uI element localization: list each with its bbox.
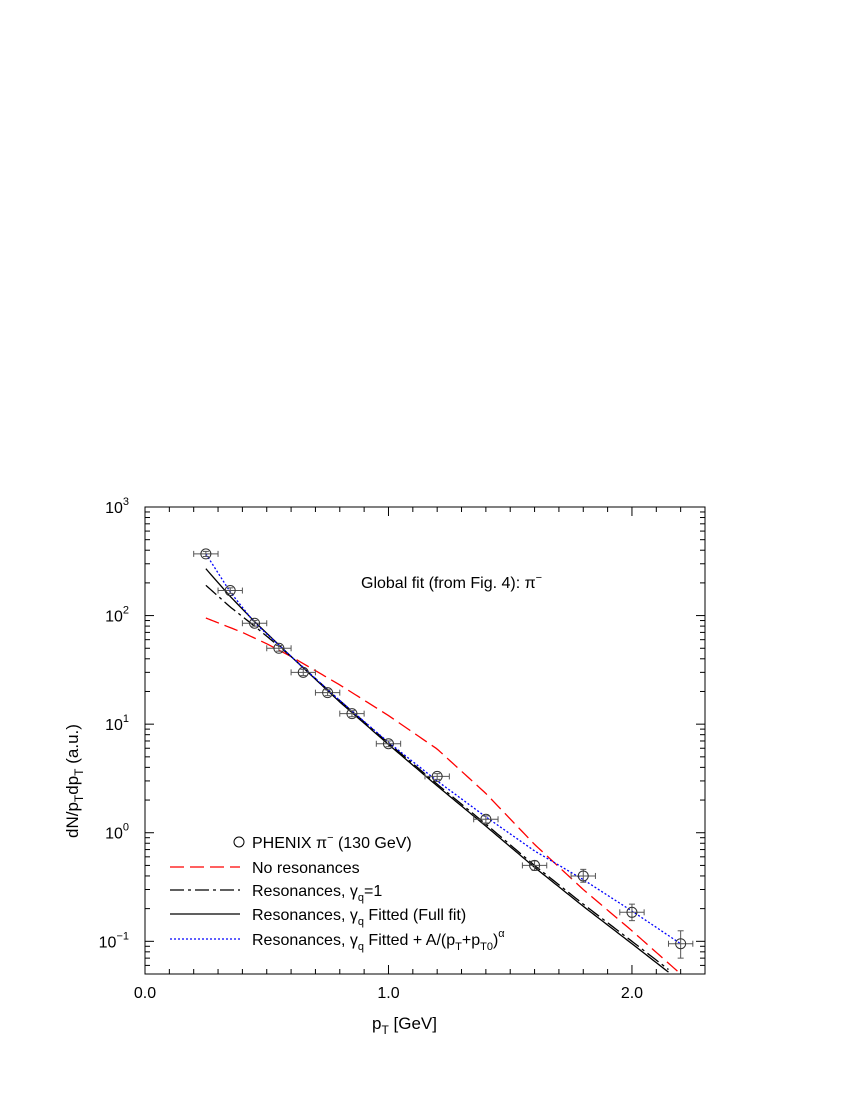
x-tick-label: 0.0 <box>134 985 156 1002</box>
point-marker <box>297 666 309 678</box>
x-axis-label: pT [GeV] <box>372 1014 437 1037</box>
data-point <box>473 813 499 825</box>
y-tick-label: 100 <box>105 822 129 843</box>
y-tick-label: 101 <box>105 713 129 734</box>
point-marker <box>200 548 212 560</box>
data-point <box>375 738 402 750</box>
series-line-3 <box>205 553 682 945</box>
point-marker <box>675 938 687 950</box>
data-points <box>193 548 694 959</box>
legend-label-gamma-1: Resonances, γq=1 <box>252 883 382 904</box>
axis-ticks <box>144 506 706 975</box>
y-tick-labels: 10−1 100 101 102 103 <box>99 496 129 951</box>
data-point <box>339 708 365 720</box>
y-axis-label: dN/pTdpT (a.u.) <box>63 724 86 838</box>
point-marker <box>273 642 285 654</box>
y-tick-label: 102 <box>105 605 129 626</box>
series-line-0 <box>205 617 682 975</box>
data-point <box>193 548 219 560</box>
point-marker <box>626 906 638 918</box>
series-line-1 <box>205 584 669 971</box>
x-tick-label: 2.0 <box>621 985 643 1002</box>
legend-marker-phenix <box>233 836 245 848</box>
y-tick-label: 103 <box>105 496 129 517</box>
data-point <box>314 687 341 699</box>
data-point <box>241 617 268 629</box>
data-point <box>667 930 694 959</box>
data-point <box>290 666 316 678</box>
data-point <box>619 903 645 922</box>
chart-annotation: Global fit (from Fig. 4): π− <box>361 572 542 592</box>
data-point <box>570 868 596 883</box>
point-marker <box>382 738 394 750</box>
data-point <box>217 585 243 597</box>
legend-label-no-resonances: No resonances <box>252 860 360 877</box>
point-marker <box>249 617 261 629</box>
point-marker <box>431 770 443 782</box>
x-tick-label: 1.0 <box>377 985 399 1002</box>
point-marker <box>322 687 334 699</box>
legend-label-full-fit: Resonances, γq Fitted (Full fit) <box>252 907 466 928</box>
point-marker <box>346 708 358 720</box>
data-point <box>424 770 450 782</box>
x-tick-labels: 0.0 1.0 2.0 <box>134 985 643 1002</box>
data-point <box>521 859 548 871</box>
legend: PHENIX π− (130 GeV) No resonances Resona… <box>170 832 505 953</box>
point-marker <box>529 859 541 871</box>
legend-label-phenix: PHENIX π− (130 GeV) <box>252 832 412 852</box>
y-tick-label: 10−1 <box>99 930 129 951</box>
point-marker <box>480 813 492 825</box>
data-point <box>266 642 292 654</box>
point-marker <box>577 870 589 882</box>
legend-label-power-law: Resonances, γq Fitted + A/(pT+pT0)α <box>252 928 505 953</box>
point-marker <box>224 585 236 597</box>
